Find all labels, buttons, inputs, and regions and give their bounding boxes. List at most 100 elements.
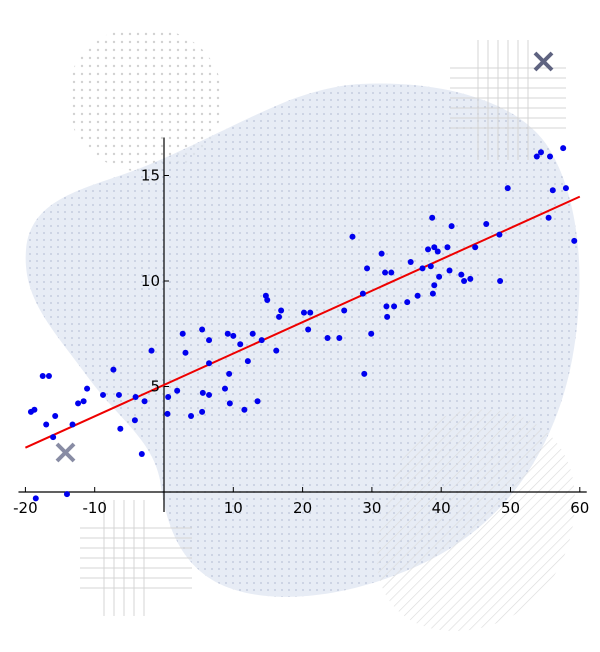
data-point bbox=[39, 372, 46, 379]
data-point bbox=[382, 269, 389, 276]
data-point bbox=[496, 231, 503, 238]
dotted-circle-decoration bbox=[67, 28, 223, 173]
data-point bbox=[148, 347, 155, 354]
data-point bbox=[324, 334, 331, 341]
data-point bbox=[434, 248, 441, 255]
close-icon bbox=[533, 51, 554, 72]
data-point bbox=[404, 299, 411, 306]
data-point bbox=[378, 250, 385, 257]
data-point bbox=[199, 408, 206, 415]
grid-decoration-top-right bbox=[450, 40, 566, 160]
data-point bbox=[31, 406, 38, 413]
data-point bbox=[571, 237, 578, 244]
data-point bbox=[467, 275, 474, 282]
y-tick-label: 5 bbox=[150, 378, 160, 396]
data-point bbox=[132, 394, 139, 401]
x-tick-label: 20 bbox=[293, 499, 312, 517]
data-point bbox=[388, 269, 395, 276]
data-point bbox=[165, 394, 172, 401]
data-point bbox=[179, 330, 186, 337]
data-point bbox=[427, 263, 434, 270]
data-point bbox=[361, 370, 368, 377]
data-point bbox=[138, 451, 145, 458]
data-point bbox=[504, 185, 511, 192]
data-point bbox=[221, 385, 228, 392]
data-point bbox=[429, 290, 436, 297]
data-point bbox=[429, 214, 436, 221]
data-point bbox=[224, 330, 231, 337]
data-point bbox=[448, 223, 455, 230]
data-point bbox=[244, 358, 251, 365]
data-point bbox=[414, 292, 421, 299]
data-point bbox=[206, 360, 213, 367]
data-point bbox=[341, 307, 348, 314]
data-point bbox=[273, 347, 280, 354]
axes bbox=[18, 137, 587, 512]
hatched-blob-decoration bbox=[376, 409, 575, 632]
data-point bbox=[383, 303, 390, 310]
data-point bbox=[431, 244, 438, 251]
data-point bbox=[258, 337, 265, 344]
data-point bbox=[349, 233, 356, 240]
data-point bbox=[188, 413, 195, 420]
x-tick-label: 60 bbox=[570, 499, 589, 517]
data-point bbox=[100, 391, 107, 398]
fit-line-layer bbox=[24, 195, 581, 449]
data-point bbox=[278, 307, 285, 314]
data-point bbox=[117, 425, 124, 432]
data-point bbox=[84, 385, 91, 392]
data-point bbox=[537, 149, 544, 156]
x-tick-label: 30 bbox=[362, 499, 381, 517]
data-point bbox=[336, 334, 343, 341]
fit-line bbox=[24, 195, 581, 449]
data-point bbox=[174, 387, 181, 394]
y-tick-label: 10 bbox=[141, 272, 160, 290]
data-point bbox=[241, 406, 248, 413]
data-point bbox=[199, 389, 206, 396]
data-point bbox=[461, 278, 468, 284]
data-point bbox=[472, 244, 479, 251]
data-point bbox=[419, 265, 426, 272]
data-point bbox=[249, 330, 256, 337]
background-decoration bbox=[25, 28, 580, 632]
grid-decoration-bottom-left bbox=[80, 500, 192, 616]
data-point bbox=[483, 221, 490, 228]
data-point bbox=[549, 187, 556, 194]
data-point bbox=[436, 273, 443, 280]
data-point bbox=[226, 370, 233, 377]
data-point bbox=[391, 303, 398, 310]
data-point bbox=[206, 337, 213, 344]
data-point bbox=[407, 259, 414, 266]
x-tick-label: 10 bbox=[224, 499, 243, 517]
data-point bbox=[43, 421, 50, 428]
data-point bbox=[547, 153, 554, 160]
data-point bbox=[115, 391, 122, 398]
x-tick-label: 40 bbox=[432, 499, 451, 517]
data-point bbox=[560, 145, 567, 152]
data-point bbox=[446, 267, 453, 274]
data-point bbox=[226, 400, 233, 407]
data-point bbox=[237, 341, 244, 348]
data-point bbox=[50, 434, 57, 441]
data-point bbox=[425, 246, 432, 253]
data-point bbox=[164, 410, 171, 417]
data-point bbox=[230, 332, 237, 339]
data-point bbox=[384, 313, 391, 320]
y-tick-label: 15 bbox=[141, 167, 160, 185]
data-point bbox=[276, 313, 283, 320]
data-point bbox=[52, 413, 59, 420]
data-point bbox=[264, 296, 271, 303]
x-tick-label: -20 bbox=[13, 499, 38, 517]
data-point bbox=[80, 398, 87, 405]
data-point bbox=[32, 495, 39, 502]
data-point bbox=[305, 326, 312, 333]
data-point bbox=[444, 244, 451, 251]
data-point bbox=[69, 421, 76, 428]
data-point bbox=[562, 185, 569, 192]
data-point bbox=[75, 400, 82, 407]
data-point bbox=[131, 417, 138, 424]
data-point bbox=[431, 282, 438, 289]
data-point bbox=[364, 265, 371, 272]
data-point bbox=[199, 326, 206, 333]
